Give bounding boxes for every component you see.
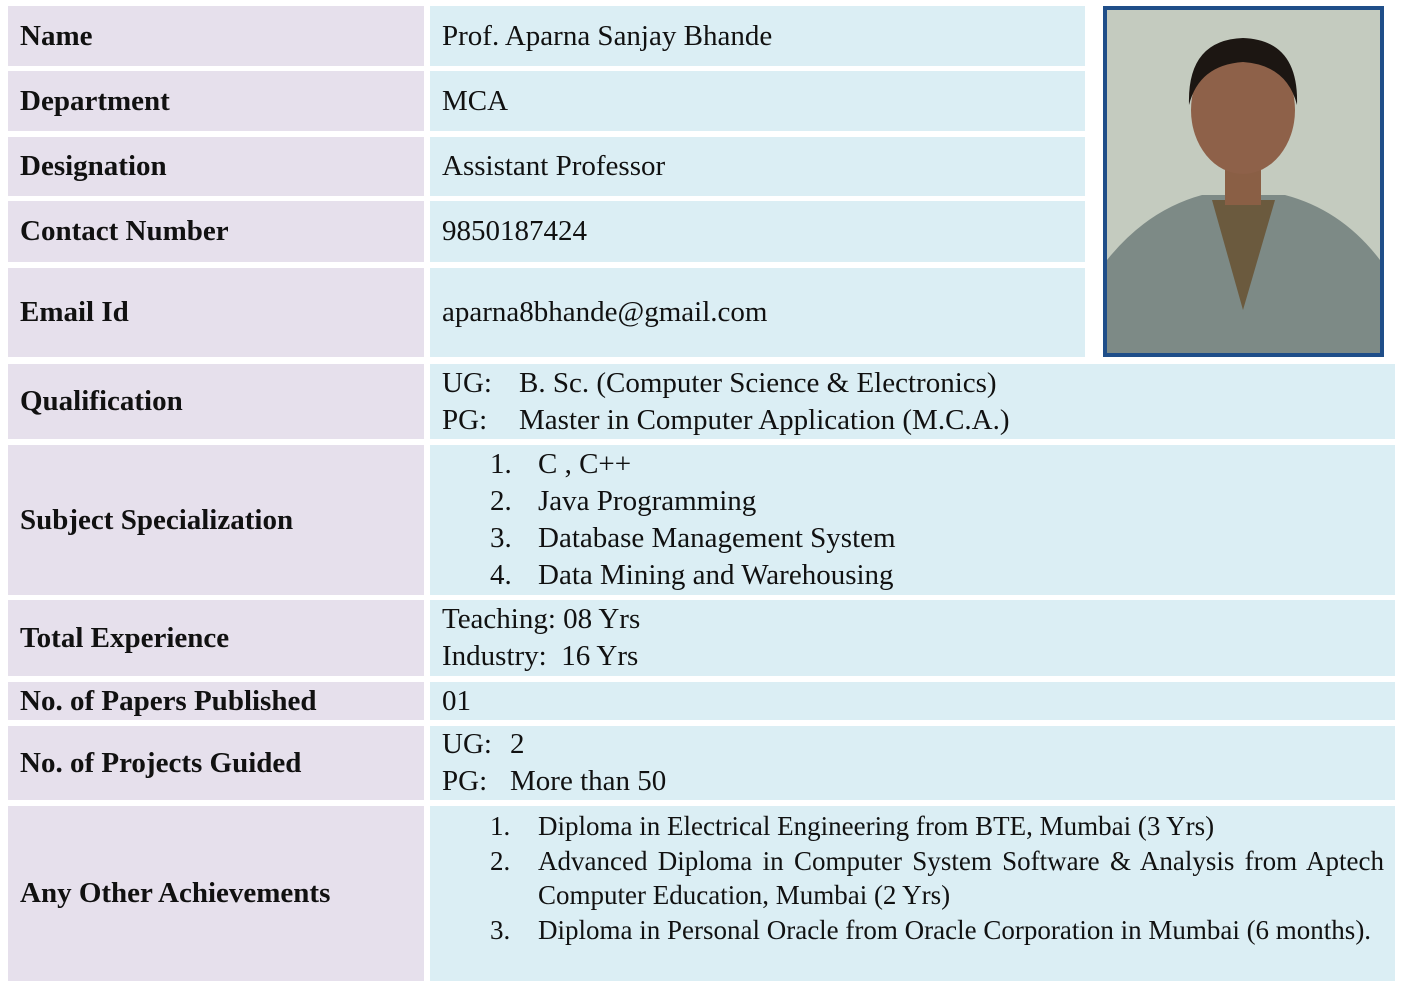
list-text: Advanced Diploma in Computer System Soft… [538, 845, 1384, 911]
photo-face [1191, 46, 1295, 174]
row-label: Name [8, 6, 424, 66]
value-text: 01 [442, 684, 471, 717]
line-prefix: UG: [442, 366, 492, 399]
row-label: No. of Papers Published [8, 682, 424, 720]
list-item: 1. C , C++ [442, 446, 1384, 483]
value-line: Industry: 16 Yrs [442, 640, 639, 672]
row-value: 1. C , C++ 2. Java Programming 3. Database Ma… [430, 445, 1395, 595]
value-line: PG: More than 50 [442, 763, 1384, 800]
line-prefix: PG: [442, 765, 488, 797]
line-prefix: UG: [442, 728, 492, 760]
row-value: Teaching: 08 Yrs Industry: 16 Yrs [430, 600, 1395, 676]
list-number: 4. [490, 559, 512, 591]
row-value: aparna8bhande@gmail.com [430, 268, 1085, 357]
list-number: 2. [490, 845, 511, 876]
value-text: MCA [442, 84, 509, 117]
row-value: UG: 2 PG: More than 50 [430, 726, 1395, 800]
row-value: UG: B. Sc. (Computer Science & Electronic… [430, 364, 1395, 439]
row-label: Contact Number [8, 201, 424, 262]
label-text: Department [20, 84, 170, 117]
list-text: Data Mining and Warehousing [538, 559, 894, 591]
line-text: More than 50 [510, 765, 667, 797]
label-text: No. of Papers Published [20, 684, 317, 717]
value-line: UG: B. Sc. (Computer Science & Electronic… [442, 365, 1384, 402]
row-value: MCA [430, 71, 1085, 131]
list-text: Database Management System [538, 522, 896, 554]
label-text: Designation [20, 150, 167, 182]
row-value: Assistant Professor [430, 137, 1085, 196]
row-label: Qualification [8, 364, 424, 439]
list-number: 2. [490, 485, 512, 517]
value-line: Teaching: 08 Yrs [442, 603, 641, 635]
list-number: 1. [490, 811, 511, 841]
list-item: 3. Diploma in Personal Oracle from Oracle… [442, 913, 1384, 948]
photo-hair [1188, 38, 1298, 105]
photo-scarf [1212, 200, 1275, 310]
label-text: Name [20, 19, 93, 52]
value-text: 9850187424 [442, 215, 587, 247]
row-label: Subject Specialization [8, 445, 424, 595]
value-text: aparna8bhande@gmail.com [442, 296, 768, 328]
profile-photo [1103, 6, 1384, 357]
row-label: No. of Projects Guided [8, 726, 424, 800]
list-item: 2. Java Programming [442, 483, 1384, 520]
list-item: 4. Data Mining and Warehousing [442, 557, 1384, 594]
label-text: No. of Projects Guided [20, 746, 302, 779]
label-text: Total Experience [20, 621, 230, 654]
list-number: 3. [490, 914, 511, 945]
list-number: 1. [490, 448, 512, 480]
row-label: Designation [8, 137, 424, 196]
row-label: Department [8, 71, 424, 131]
label-text: Any Other Achievements [20, 877, 331, 909]
value-text: Prof. Aparna Sanjay Bhande [442, 19, 773, 52]
list-number: 3. [490, 522, 512, 554]
row-label: Any Other Achievements [8, 806, 424, 981]
label-text: Email Id [20, 296, 129, 328]
label-text: Contact Number [20, 215, 229, 247]
line-text: B. Sc. (Computer Science & Electronics) [519, 366, 997, 399]
line-text: 2 [510, 728, 525, 760]
list-text: Diploma in Personal Oracle from Oracle C… [538, 914, 1372, 945]
list-text: Java Programming [538, 485, 757, 517]
row-label: Total Experience [8, 600, 424, 676]
list-item: 1. Diploma in Electrical Engineering from… [442, 809, 1384, 844]
row-value: Prof. Aparna Sanjay Bhande [430, 6, 1085, 66]
row-label: Email Id [8, 268, 424, 357]
label-text: Subject Specialization [20, 503, 294, 536]
line-prefix: PG: [442, 403, 488, 436]
photo-illustration [1107, 10, 1380, 353]
line-text: Master in Computer Application (M.C.A.) [519, 403, 1010, 436]
list-item: 2. Advanced Diploma in Computer System So… [442, 844, 1384, 913]
row-value: 1. Diploma in Electrical Engineering from… [430, 806, 1395, 981]
value-text: Assistant Professor [442, 150, 666, 182]
value-line: PG: Master in Computer Application (M.C.A… [442, 402, 1384, 439]
label-text: Qualification [20, 385, 183, 417]
list-text: Diploma in Electrical Engineering from B… [538, 811, 1215, 841]
list-item: 3. Database Management System [442, 520, 1384, 557]
row-value: 01 [430, 682, 1395, 720]
list-text: C , C++ [538, 448, 632, 480]
value-line: UG: 2 [442, 726, 1384, 763]
row-value: 9850187424 [430, 201, 1085, 262]
